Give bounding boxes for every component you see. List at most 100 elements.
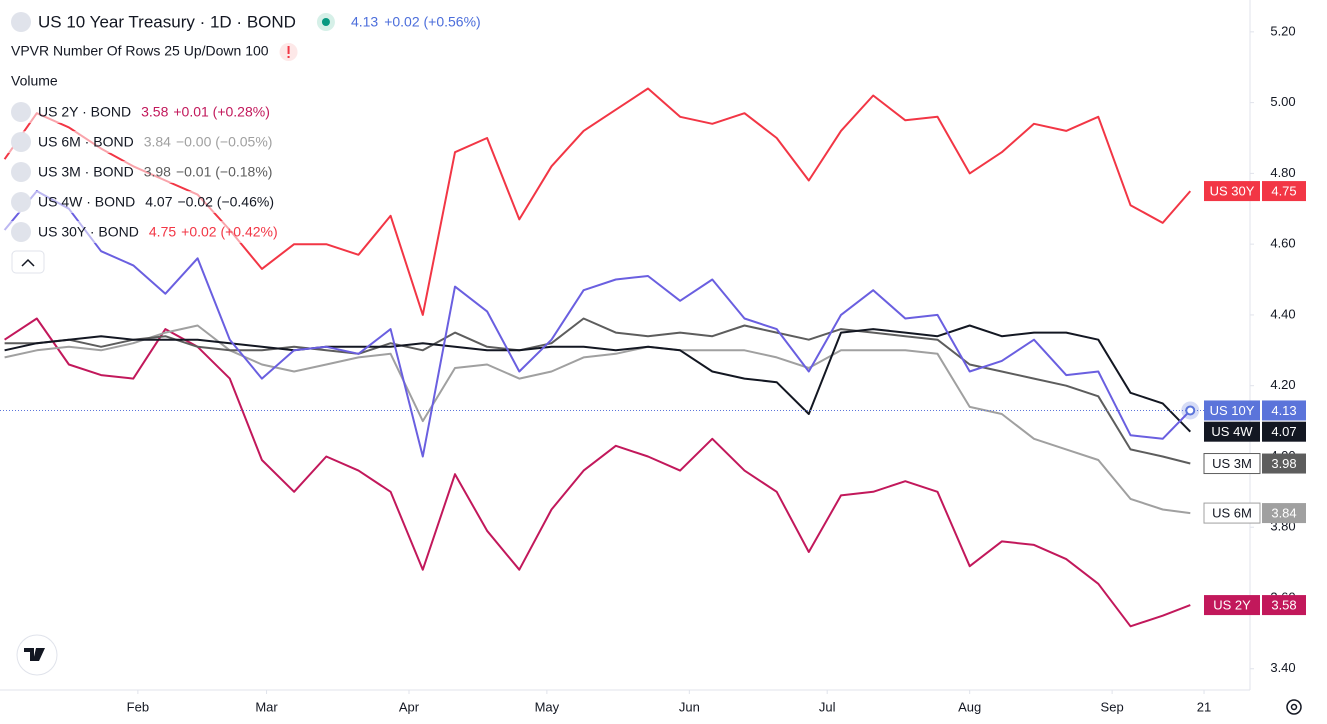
- x-tick-label: Aug: [958, 699, 981, 714]
- legend-row[interactable]: US 2Y · BOND 3.58 +0.01 (+0.28%): [4, 101, 304, 123]
- legend-last: 3.58: [141, 104, 168, 120]
- price-tag-name-bg: [1204, 400, 1260, 421]
- legend-change: −0.02 (−0.46%): [177, 194, 274, 210]
- x-tick-label: Jul: [819, 699, 836, 714]
- legend-row[interactable]: US 3M · BOND 3.98 −0.01 (−0.18%): [4, 161, 304, 183]
- legend-last: 4.75: [149, 224, 176, 240]
- x-tick-label: May: [535, 699, 560, 714]
- price-tag-name: US 3M: [1212, 456, 1252, 471]
- price-tag-value-bg: [1262, 421, 1306, 442]
- price-tag-value-bg: [1262, 453, 1306, 474]
- price-tag-value-bg: [1262, 181, 1306, 202]
- legend-row-bg: [4, 131, 304, 153]
- price-change: +0.02 (+0.56%): [384, 14, 481, 30]
- legend-symbol: US 6M · BOND: [38, 134, 134, 150]
- price-tag-name: US 10Y: [1210, 403, 1255, 418]
- price-tag: US 4W 4.07: [1204, 421, 1306, 442]
- price-tag: US 10Y 4.13: [1204, 400, 1306, 421]
- x-tick-label: Sep: [1101, 699, 1124, 714]
- legend-symbol: US 2Y · BOND: [38, 104, 131, 120]
- indicator-label[interactable]: Volume: [11, 73, 58, 89]
- price-tag-name-bg: [1204, 181, 1260, 202]
- legend-icon: [11, 102, 31, 122]
- y-tick-label: 4.60: [1270, 236, 1295, 251]
- price-tag-name: US 30Y: [1210, 184, 1255, 199]
- last-price: 4.13: [351, 14, 378, 30]
- price-tag-name: US 2Y: [1213, 598, 1251, 613]
- y-tick-label: 5.20: [1270, 23, 1295, 38]
- price-tag-value: 3.98: [1271, 456, 1296, 471]
- price-tag-name-bg: [1203, 502, 1261, 524]
- y-tick-label: 4.40: [1270, 306, 1295, 321]
- price-tag-value: 3.84: [1271, 506, 1296, 521]
- legend-last: 3.98: [144, 164, 171, 180]
- series-line: [4, 324, 1191, 515]
- legend-row-bg: [4, 191, 304, 213]
- legend-row-bg: [4, 161, 304, 183]
- legend-symbol: US 4W · BOND: [38, 194, 135, 210]
- x-tick-label: Jun: [679, 699, 700, 714]
- y-tick-label: 3.40: [1270, 660, 1295, 675]
- legend-icon: [11, 132, 31, 152]
- legend-change: −0.01 (−0.18%): [176, 164, 273, 180]
- price-tag-name: US 6M: [1212, 506, 1252, 521]
- legend-icon: [11, 222, 31, 242]
- legend-row[interactable]: US 30Y · BOND 4.75 +0.02 (+0.42%): [4, 221, 304, 243]
- legend-row-bg: [4, 221, 304, 243]
- price-tag-name-bg: [1204, 595, 1260, 616]
- y-tick-label: 4.20: [1270, 377, 1295, 392]
- legend-change: −0.00 (−0.05%): [176, 134, 273, 150]
- header: US 10 Year Treasury · 1D · BOND 4.13 +0.02…: [11, 12, 481, 32]
- settings-button[interactable]: [1286, 699, 1302, 715]
- legend: US 10 Year Treasury · 1D · BOND 4.13 +0.02…: [4, 12, 481, 243]
- price-tag-value: 4.07: [1271, 424, 1296, 439]
- x-tick-label: Mar: [255, 699, 278, 714]
- x-tick-label: 21: [1197, 699, 1211, 714]
- symbol-icon: [11, 12, 31, 32]
- market-status-dot: [321, 18, 330, 26]
- price-tag-value-bg: [1262, 503, 1306, 524]
- series-line: [3, 190, 1192, 458]
- y-tick-label: 4.80: [1270, 165, 1295, 180]
- legend-row[interactable]: US 6M · BOND 3.84 −0.00 (−0.05%): [4, 131, 304, 153]
- series-line: [4, 317, 1191, 628]
- price-tag: US 2Y 3.58: [1204, 595, 1306, 616]
- legend-icon: [11, 192, 31, 212]
- indicator-warning-mark: [287, 46, 290, 54]
- legend-row-bg: [4, 101, 304, 123]
- price-tag-value: 4.13: [1271, 403, 1296, 418]
- x-tick-label: Apr: [399, 699, 420, 714]
- price-tag: US 30Y 4.75: [1204, 181, 1306, 202]
- legend-change: +0.01 (+0.28%): [173, 104, 270, 120]
- legend-change: +0.02 (+0.42%): [181, 224, 278, 240]
- legend-icon: [11, 162, 31, 182]
- price-tag-value: 4.75: [1271, 184, 1296, 199]
- series-line: [4, 324, 1192, 433]
- series-line: [4, 317, 1191, 465]
- price-tag-name-bg: [1204, 421, 1260, 442]
- price-tag: US 3M 3.98: [1203, 453, 1306, 475]
- last-point: [1185, 405, 1196, 416]
- price-tag: US 6M 3.84: [1203, 502, 1306, 524]
- price-tag-value: 3.58: [1271, 598, 1296, 613]
- legend-symbol: US 30Y · BOND: [38, 224, 139, 240]
- legend-last: 4.07: [145, 194, 172, 210]
- x-tick-label: Feb: [127, 699, 149, 714]
- indicator-label[interactable]: VPVR Number Of Rows 25 Up/Down 100: [11, 43, 269, 59]
- collapse-legend-button[interactable]: [11, 250, 45, 274]
- plot-area: [0, 87, 1250, 628]
- price-tag-name-bg: [1203, 453, 1261, 475]
- chart-title: US 10 Year Treasury · 1D · BOND: [38, 12, 296, 31]
- y-tick-label: 5.00: [1270, 94, 1295, 109]
- indicator-warning-dot: [287, 56, 290, 58]
- price-tag-name: US 4W: [1211, 424, 1253, 439]
- price-tag-value-bg: [1262, 400, 1306, 421]
- legend-row[interactable]: US 4W · BOND 4.07 −0.02 (−0.46%): [4, 191, 304, 213]
- tv-logo[interactable]: [16, 634, 58, 676]
- price-tag-value-bg: [1262, 595, 1306, 616]
- legend-symbol: US 3M · BOND: [38, 164, 134, 180]
- legend-last: 3.84: [144, 134, 171, 150]
